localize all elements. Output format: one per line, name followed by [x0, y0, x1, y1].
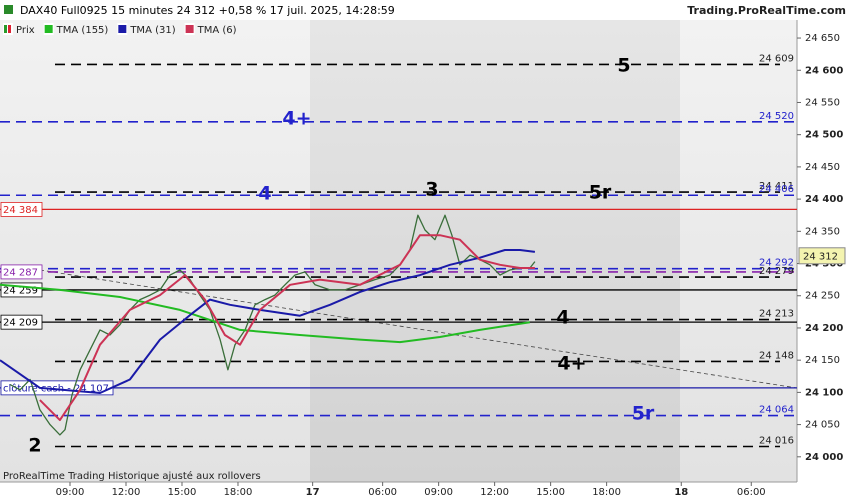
level-label: 24 016 — [759, 435, 794, 446]
y-tick-label: 24 500 — [805, 130, 843, 141]
legend-label: TMA (6) — [197, 25, 237, 36]
level-label: 24 279 — [759, 266, 794, 277]
level-tag-box — [0, 264, 43, 280]
x-tick-label: 12:00 — [480, 487, 509, 498]
session-band — [680, 20, 797, 482]
level-label: 24 411 — [759, 181, 794, 192]
legend-swatch — [44, 25, 53, 33]
wave-label: 3 — [425, 179, 438, 201]
x-tick-label: 09:00 — [424, 487, 453, 498]
level-label: 24 148 — [759, 350, 794, 361]
level-label: 24 520 — [759, 111, 794, 122]
tma-line — [0, 283, 531, 344]
wave-label: 2 — [28, 435, 41, 457]
legend-swatch — [8, 25, 11, 33]
y-tick-label: 24 100 — [805, 387, 843, 398]
level-label: 24 609 — [759, 53, 794, 64]
level-label: 24 213 — [759, 309, 794, 320]
level-tag-box — [0, 202, 43, 217]
y-tick-label: 24 450 — [805, 162, 840, 173]
wave-label: 4 — [258, 183, 271, 205]
level-tag: 24 287 — [0, 264, 43, 280]
y-tick-label: 24 350 — [805, 226, 840, 237]
level-tag-box — [0, 314, 43, 330]
x-tick-label: 12:00 — [112, 487, 141, 498]
legend-swatch — [118, 25, 127, 33]
x-tick-label: 17 — [306, 487, 320, 498]
level-label: 24 064 — [759, 405, 794, 416]
level-label: 24 287 — [3, 267, 38, 278]
session-band — [0, 20, 310, 482]
x-axis-area — [0, 482, 797, 500]
wave-label: 5 — [617, 55, 630, 77]
last-price-label: 24 312 — [803, 251, 838, 262]
legend-label: TMA (155) — [56, 25, 109, 36]
level-label: 24 292 — [759, 258, 794, 269]
last-price-box — [798, 247, 846, 265]
level-label: 24 209 — [3, 318, 38, 329]
x-tick-label: 18:00 — [224, 487, 253, 498]
y-tick-label: 24 400 — [805, 194, 843, 205]
chart-title: DAX40 Full0925 15 minutes 24 312 +0,58 %… — [20, 4, 395, 17]
legend-label: Prix — [16, 25, 35, 36]
y-tick-label: 24 000 — [805, 452, 843, 463]
tma-line — [0, 249, 536, 394]
x-tick-label: 15:00 — [536, 487, 565, 498]
x-tick-label: 06:00 — [368, 487, 397, 498]
wave-label: 5r — [632, 403, 655, 425]
level-label: 24 384 — [3, 205, 38, 216]
wave-label: 4+ — [282, 108, 311, 130]
y-tick-label: 24 600 — [805, 65, 843, 76]
logo — [4, 5, 13, 14]
x-tick-label: 06:00 — [737, 487, 766, 498]
y-tick-label: 24 550 — [805, 97, 840, 108]
wave-label: 4 — [556, 307, 569, 329]
level-label: 24 259 — [3, 285, 38, 296]
x-tick-label: 18 — [674, 487, 688, 498]
level-tag: 24 384 — [0, 202, 43, 217]
price-line — [9, 214, 536, 436]
level-tag: 24 209 — [0, 314, 43, 330]
wave-label: 5r — [589, 182, 612, 204]
header — [0, 0, 850, 20]
y-tick-label: 24 250 — [805, 291, 840, 302]
level-label: 24 406 — [759, 184, 794, 195]
legend-swatch — [185, 25, 194, 33]
y-tick-label: 24 150 — [805, 355, 840, 366]
x-tick-label: 15:00 — [168, 487, 197, 498]
footer: ProRealTime Trading Historique ajusté au… — [3, 470, 261, 482]
y-tick-label: 24 050 — [805, 420, 840, 431]
legend-label: TMA (31) — [129, 25, 175, 36]
session-band — [310, 20, 680, 482]
x-tick-label: 09:00 — [56, 487, 85, 498]
y-tick-label: 24 200 — [805, 323, 843, 334]
wave-label: 4+ — [557, 353, 586, 375]
tma-line — [39, 234, 535, 422]
y-tick-label: 24 650 — [805, 33, 840, 44]
x-tick-label: 18:00 — [592, 487, 621, 498]
legend-swatch — [4, 25, 7, 33]
source: Trading.ProRealTime.com — [687, 4, 846, 17]
